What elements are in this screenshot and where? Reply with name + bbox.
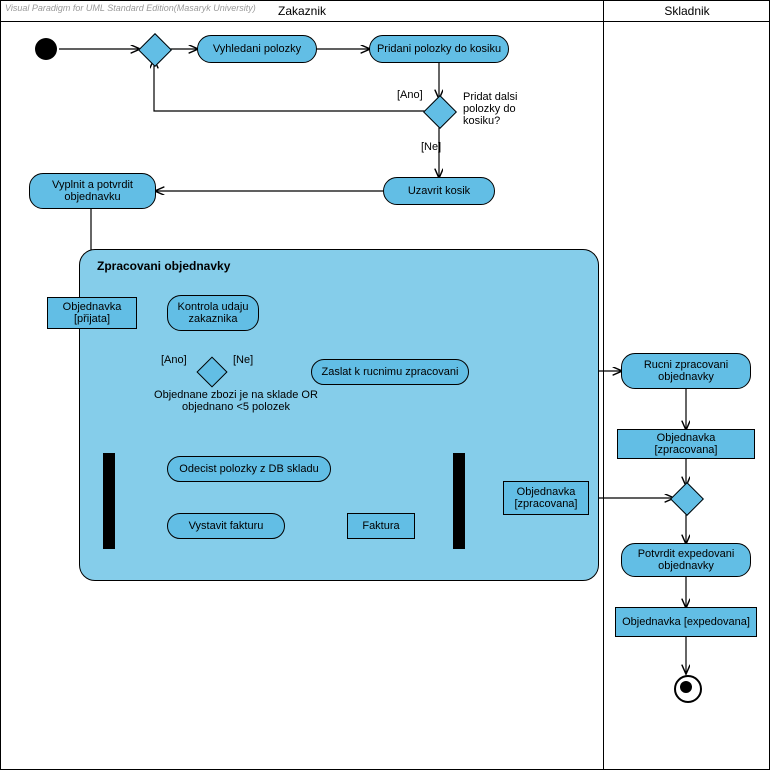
initial-node xyxy=(35,38,57,60)
decision-add-more xyxy=(423,95,457,129)
object-prijata: Objednavka [přijata] xyxy=(47,297,137,329)
activity-diagram: Visual Paradigm for UML Standard Edition… xyxy=(0,0,770,770)
activity-vyhledani: Vyhledani polozky xyxy=(197,35,317,63)
guard-ne2: [Ne] xyxy=(233,354,253,366)
join-bar xyxy=(453,453,465,549)
decision-loop-entry xyxy=(138,33,172,67)
lane-divider xyxy=(603,1,604,769)
decision-add-more-text: Pridat dalsi polozky do kosiku? xyxy=(463,91,535,127)
decision-stock-text: Objednane zbozi je na sklade OR objednan… xyxy=(141,389,331,413)
activity-vystavit: Vystavit fakturu xyxy=(167,513,285,539)
object-zpracovana-2: Objednavka [zpracovana] xyxy=(617,429,755,459)
fork-bar xyxy=(103,453,115,549)
object-zpracovana-1: Objednavka [zpracovana] xyxy=(503,481,589,515)
guard-ano2: [Ano] xyxy=(161,354,187,366)
object-expedovana: Objednavka [expedovana] xyxy=(615,607,757,637)
object-faktura: Faktura xyxy=(347,513,415,539)
frame-title: Zpracovani objednavky xyxy=(97,259,230,273)
guard-ano1: [Ano] xyxy=(397,89,423,101)
merge-node xyxy=(670,482,704,516)
frame-zpracovani xyxy=(79,249,599,581)
activity-uzavrit: Uzavrit kosik xyxy=(383,177,495,205)
activity-pridani: Pridani polozky do kosiku xyxy=(369,35,509,63)
activity-zaslat: Zaslat k rucnimu zpracovani xyxy=(311,359,469,385)
lane-zakaznik-header: Zakaznik xyxy=(1,1,603,22)
activity-odecist: Odecist polozky z DB skladu xyxy=(167,456,331,482)
activity-kontrola: Kontrola udaju zakaznika xyxy=(167,295,259,331)
activity-vyplnit: Vyplnit a potvrdit objednavku xyxy=(29,173,156,209)
activity-potvrdit: Potvrdit expedovani objednavky xyxy=(621,543,751,577)
activity-rucni: Rucni zpracovani objednavky xyxy=(621,353,751,389)
lane-skladnik-header: Skladnik xyxy=(603,1,770,22)
guard-ne1: [Ne] xyxy=(421,141,441,153)
final-node-dot xyxy=(680,681,692,693)
